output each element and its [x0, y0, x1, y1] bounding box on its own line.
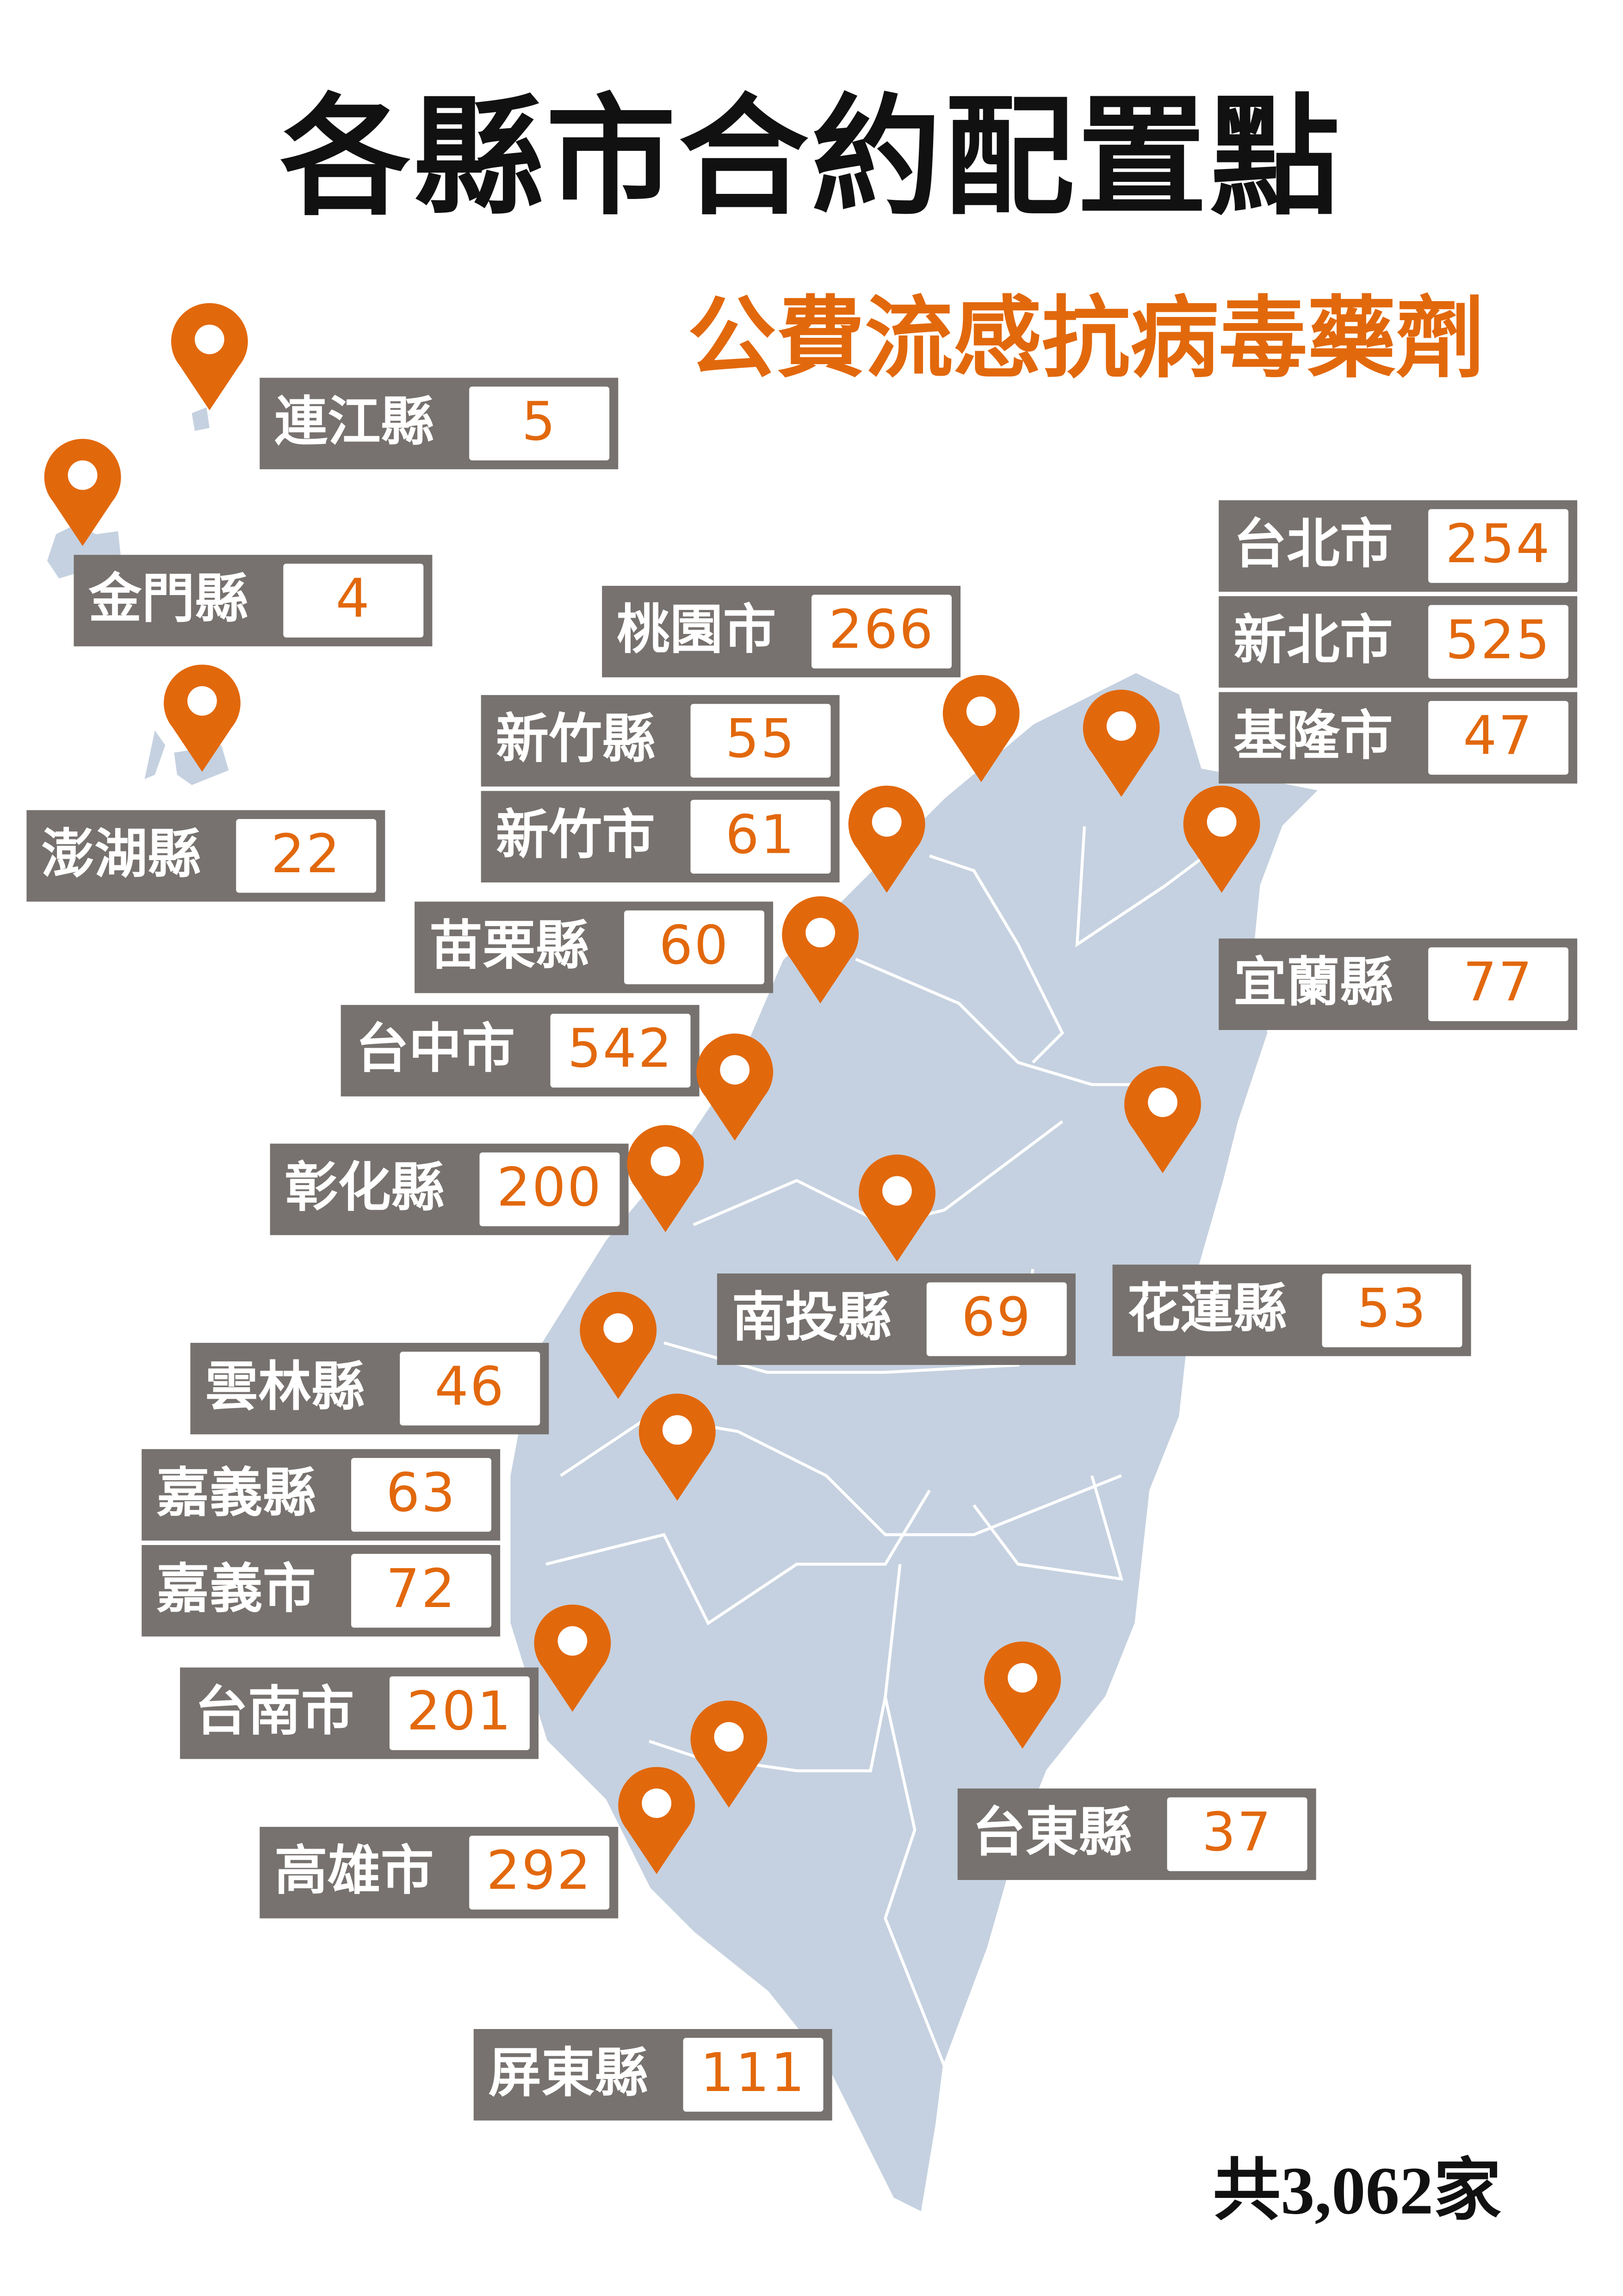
county-count: 63	[351, 1458, 491, 1532]
county-count: 266	[812, 595, 952, 669]
map-pin-icon	[984, 1641, 1061, 1749]
county-label: 苗栗縣 60	[415, 901, 774, 993]
county-count: 201	[389, 1676, 530, 1750]
county-label: 基隆市 47	[1219, 692, 1578, 784]
county-name: 新北市	[1233, 611, 1393, 672]
county-name: 高雄市	[274, 1841, 434, 1902]
county-name: 宜蘭縣	[1233, 953, 1393, 1014]
county-count: 5	[469, 386, 610, 460]
county-name: 台中市	[355, 1019, 515, 1080]
map-pin-icon	[1183, 785, 1260, 893]
county-name: 苗栗縣	[429, 916, 589, 977]
county-count: 77	[1428, 947, 1569, 1021]
county-count: 72	[351, 1554, 491, 1628]
map-pin-icon	[1083, 689, 1160, 797]
county-label: 新北市 525	[1219, 596, 1578, 688]
subtitle: 公費流感抗病毒藥劑	[688, 287, 1485, 391]
county-count: 46	[400, 1352, 540, 1426]
map-pin-icon	[690, 1700, 768, 1808]
county-count: 53	[1322, 1273, 1462, 1347]
county-name: 台南市	[194, 1682, 354, 1743]
county-name: 基隆市	[1233, 707, 1393, 768]
county-name: 新竹市	[496, 806, 656, 867]
county-name: 南投縣	[731, 1288, 892, 1349]
county-name: 澎湖縣	[41, 825, 201, 886]
map-pin-icon	[782, 896, 859, 1004]
county-name: 彰化縣	[285, 1158, 444, 1219]
map-pin-icon	[618, 1767, 695, 1874]
map-pin-icon	[1124, 1066, 1201, 1173]
county-count: 4	[283, 564, 424, 638]
county-label: 連江縣 5	[260, 378, 619, 470]
county-name: 屏東縣	[488, 2043, 648, 2104]
county-count: 254	[1428, 509, 1569, 583]
county-label: 台北市 254	[1219, 500, 1578, 592]
county-label: 新竹縣 55	[481, 695, 840, 787]
county-name: 嘉義市	[156, 1559, 316, 1620]
county-label: 高雄市 292	[260, 1827, 619, 1918]
map-pin-icon	[627, 1125, 704, 1232]
county-name: 雲林縣	[205, 1357, 365, 1418]
county-count: 47	[1428, 701, 1569, 775]
county-name: 台東縣	[972, 1803, 1132, 1864]
county-count: 60	[624, 910, 764, 985]
county-label: 宜蘭縣 77	[1219, 938, 1578, 1030]
map-pin-icon	[580, 1291, 657, 1399]
map-pin-icon	[859, 1154, 935, 1262]
county-name: 台北市	[1233, 515, 1393, 576]
taiwan-main-island	[508, 670, 1324, 2216]
county-count: 55	[690, 704, 831, 778]
county-label: 澎湖縣 22	[26, 810, 385, 902]
matsu-island	[192, 407, 210, 431]
county-count: 292	[469, 1836, 610, 1910]
map-pin-icon	[534, 1604, 611, 1712]
county-label: 嘉義市 72	[142, 1545, 501, 1637]
map-pin-icon	[696, 1033, 774, 1141]
county-label: 金門縣 4	[74, 555, 433, 646]
county-label: 嘉義縣 63	[142, 1449, 501, 1541]
map-pin-icon	[171, 303, 248, 410]
kinmen-island	[47, 524, 121, 579]
county-count: 200	[479, 1152, 620, 1227]
map-pin-icon	[942, 675, 1020, 782]
county-label: 台南市 201	[180, 1667, 539, 1759]
county-label: 桃園市 266	[602, 586, 961, 677]
county-name: 新竹縣	[496, 709, 656, 770]
county-name: 嘉義縣	[156, 1464, 316, 1525]
county-label: 台中市 542	[341, 1005, 700, 1097]
county-label: 雲林縣 46	[190, 1343, 549, 1434]
county-label: 花蓮縣 53	[1112, 1265, 1471, 1356]
county-label: 彰化縣 200	[270, 1143, 629, 1235]
penghu-islands	[144, 730, 229, 785]
map-pin-icon	[163, 664, 241, 772]
county-name: 桃園市	[617, 600, 776, 661]
county-count: 61	[690, 800, 831, 874]
map-pin-icon	[848, 785, 925, 893]
county-name: 花蓮縣	[1127, 1279, 1287, 1340]
county-name: 連江縣	[274, 392, 434, 453]
map-pin-icon	[44, 439, 121, 546]
county-label: 新竹市 61	[481, 791, 840, 883]
total-count: 共3,062家	[1213, 2153, 1501, 2228]
county-count: 525	[1428, 605, 1569, 679]
page-title: 各縣市合約配置點	[280, 80, 1343, 233]
county-label: 南投縣 69	[717, 1273, 1076, 1365]
county-count: 542	[550, 1013, 691, 1088]
county-count: 22	[236, 819, 377, 893]
map-pin-icon	[638, 1393, 716, 1501]
county-name: 金門縣	[88, 569, 248, 630]
county-count: 111	[683, 2038, 824, 2112]
county-count: 69	[926, 1282, 1067, 1356]
county-label: 屏東縣 111	[473, 2029, 832, 2121]
county-count: 37	[1167, 1797, 1307, 1871]
county-label: 台東縣 37	[957, 1788, 1316, 1880]
